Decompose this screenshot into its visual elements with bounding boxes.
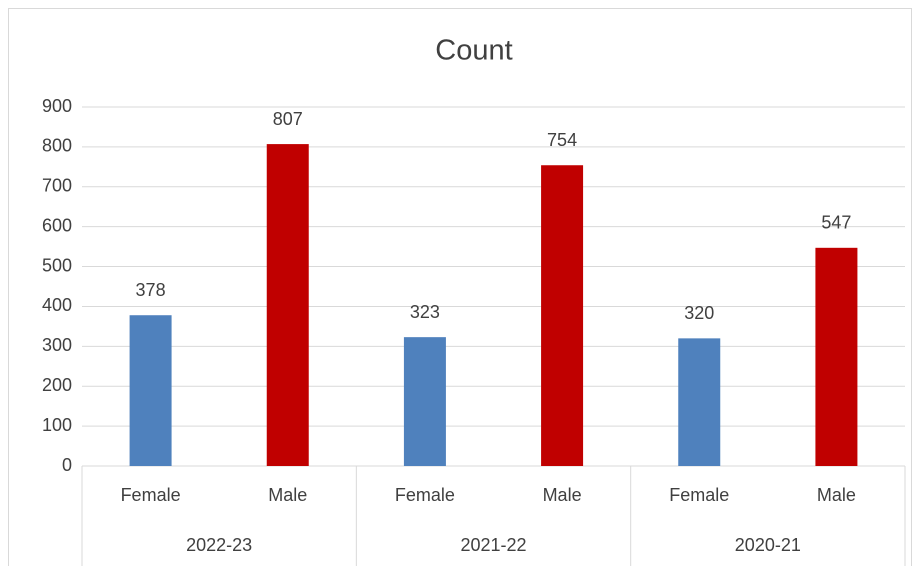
bar bbox=[129, 315, 172, 466]
bar bbox=[403, 337, 446, 466]
x-tick-label: Male bbox=[543, 485, 582, 505]
x-tick-label: Male bbox=[817, 485, 856, 505]
data-label: 320 bbox=[684, 303, 714, 323]
data-label: 547 bbox=[821, 213, 851, 233]
y-tick-label: 400 bbox=[42, 295, 72, 315]
bar bbox=[815, 247, 858, 466]
data-label: 323 bbox=[410, 302, 440, 322]
y-tick-label: 500 bbox=[42, 255, 72, 275]
group-label: 2020-21 bbox=[735, 535, 801, 555]
group-label: 2021-22 bbox=[460, 535, 526, 555]
bar bbox=[541, 165, 584, 466]
y-tick-label: 100 bbox=[42, 415, 72, 435]
bar bbox=[266, 144, 309, 466]
data-label: 378 bbox=[136, 280, 166, 300]
x-tick-label: Female bbox=[395, 485, 455, 505]
x-tick-label: Female bbox=[121, 485, 181, 505]
bar bbox=[678, 338, 721, 466]
data-label: 754 bbox=[547, 130, 577, 150]
x-tick-label: Male bbox=[268, 485, 307, 505]
chart-title: Count bbox=[435, 35, 512, 67]
data-label: 807 bbox=[273, 109, 303, 129]
y-tick-label: 300 bbox=[42, 335, 72, 355]
y-tick-label: 600 bbox=[42, 215, 72, 235]
y-tick-label: 800 bbox=[42, 136, 72, 156]
group-label: 2022-23 bbox=[186, 535, 252, 555]
y-tick-label: 200 bbox=[42, 375, 72, 395]
y-tick-label: 0 bbox=[62, 455, 72, 475]
y-tick-label: 700 bbox=[42, 176, 72, 196]
x-tick-label: Female bbox=[669, 485, 729, 505]
y-tick-label: 900 bbox=[42, 96, 72, 116]
chart-border bbox=[8, 8, 912, 566]
